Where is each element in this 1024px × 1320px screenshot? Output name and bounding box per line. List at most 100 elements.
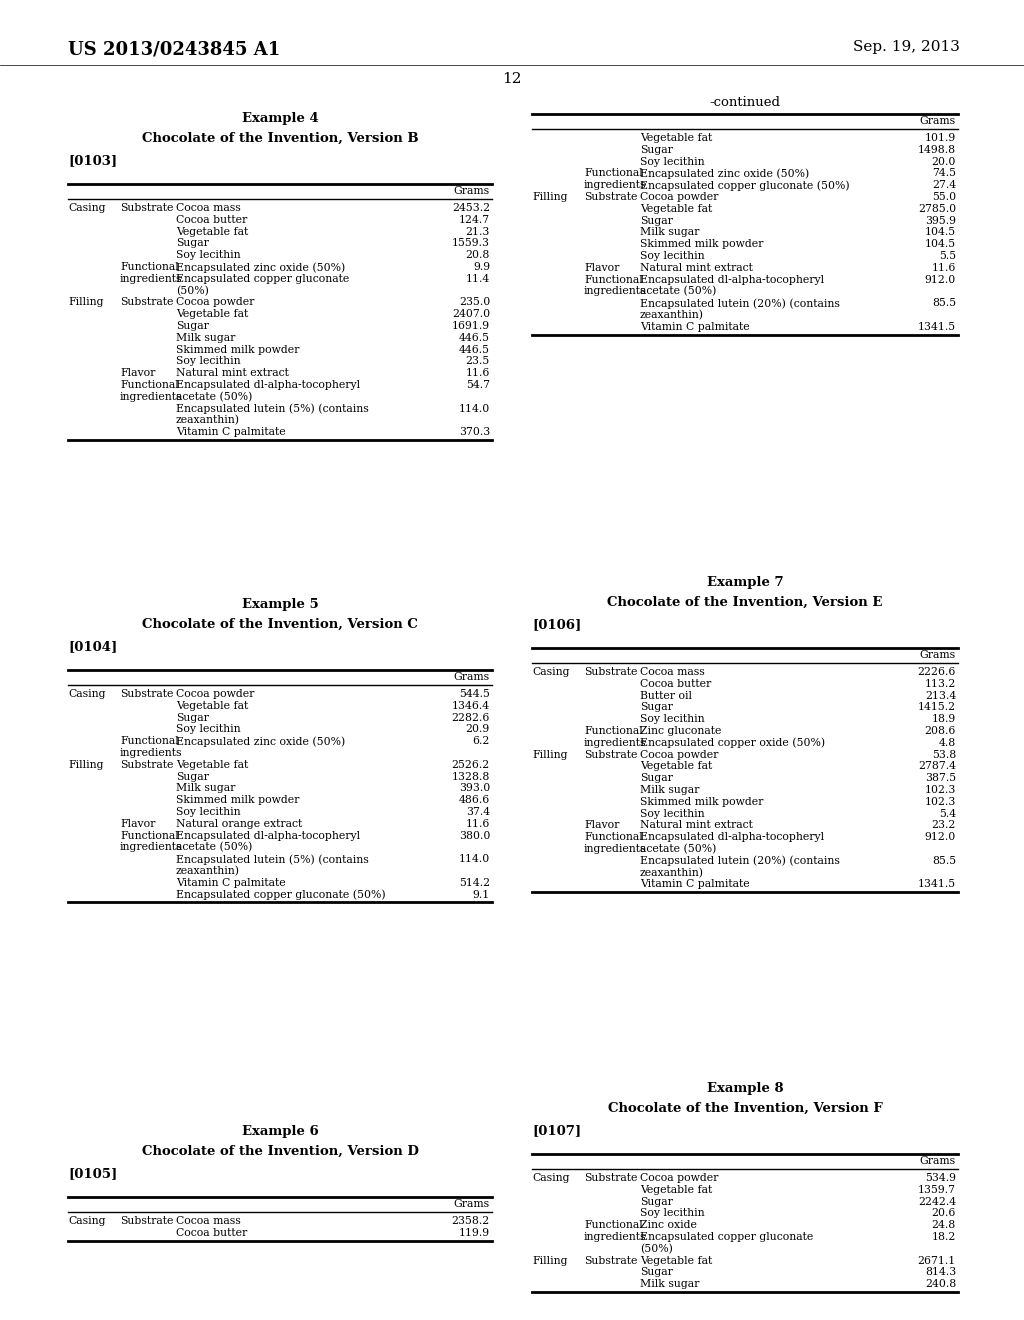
Text: US 2013/0243845 A1: US 2013/0243845 A1 (68, 40, 281, 58)
Text: Soy lecithin: Soy lecithin (176, 356, 241, 367)
Text: Casing: Casing (68, 689, 105, 700)
Text: 1559.3: 1559.3 (452, 239, 490, 248)
Text: Encapsulated lutein (20%) (contains: Encapsulated lutein (20%) (contains (640, 855, 840, 866)
Text: ingredients: ingredients (120, 273, 182, 284)
Text: 2787.4: 2787.4 (918, 762, 956, 771)
Text: Chocolate of the Invention, Version F: Chocolate of the Invention, Version F (607, 1102, 883, 1115)
Text: Grams: Grams (920, 116, 956, 125)
Text: Grams: Grams (454, 672, 490, 682)
Text: ingredients: ingredients (120, 748, 182, 758)
Text: Casing: Casing (532, 667, 569, 677)
Text: 240.8: 240.8 (925, 1279, 956, 1290)
Text: 370.3: 370.3 (459, 428, 490, 437)
Text: 1346.4: 1346.4 (452, 701, 490, 710)
Text: Milk sugar: Milk sugar (640, 785, 699, 795)
Text: Vegetable fat: Vegetable fat (640, 1255, 713, 1266)
Text: 2785.0: 2785.0 (918, 203, 956, 214)
Text: 55.0: 55.0 (932, 191, 956, 202)
Text: 1359.7: 1359.7 (918, 1185, 956, 1195)
Text: 2242.4: 2242.4 (918, 1197, 956, 1206)
Text: Natural mint extract: Natural mint extract (176, 368, 289, 379)
Text: (50%): (50%) (640, 1243, 673, 1254)
Text: Filling: Filling (68, 760, 103, 770)
Text: 1341.5: 1341.5 (918, 879, 956, 890)
Text: 18.9: 18.9 (932, 714, 956, 725)
Text: Cocoa butter: Cocoa butter (640, 678, 712, 689)
Text: Filling: Filling (532, 1255, 567, 1266)
Text: Vegetable fat: Vegetable fat (640, 762, 713, 771)
Text: ingredients: ingredients (584, 1232, 646, 1242)
Text: 395.9: 395.9 (925, 215, 956, 226)
Text: Substrate: Substrate (120, 297, 173, 308)
Text: ingredients: ingredients (120, 842, 182, 853)
Text: Vitamin C palmitate: Vitamin C palmitate (640, 322, 750, 331)
Text: Sugar: Sugar (640, 1197, 673, 1206)
Text: Substrate: Substrate (584, 1173, 637, 1183)
Text: Substrate: Substrate (120, 760, 173, 770)
Text: Functional: Functional (584, 1220, 643, 1230)
Text: Functional: Functional (120, 830, 179, 841)
Text: [0106]: [0106] (532, 618, 582, 631)
Text: Functional: Functional (584, 169, 643, 178)
Text: Cocoa powder: Cocoa powder (176, 297, 254, 308)
Text: Chocolate of the Invention, Version D: Chocolate of the Invention, Version D (141, 1144, 419, 1158)
Text: 2226.6: 2226.6 (918, 667, 956, 677)
Text: Sugar: Sugar (176, 239, 209, 248)
Text: Sugar: Sugar (176, 321, 209, 331)
Text: Functional: Functional (120, 380, 179, 389)
Text: Cocoa mass: Cocoa mass (176, 203, 241, 213)
Text: ingredients: ingredients (584, 738, 646, 748)
Text: 54.7: 54.7 (466, 380, 490, 389)
Text: Vitamin C palmitate: Vitamin C palmitate (176, 878, 286, 888)
Text: 5.4: 5.4 (939, 809, 956, 818)
Text: Vegetable fat: Vegetable fat (176, 760, 248, 770)
Text: Encapsulated lutein (20%) (contains: Encapsulated lutein (20%) (contains (640, 298, 840, 309)
Text: Cocoa powder: Cocoa powder (640, 1173, 719, 1183)
Text: Sugar: Sugar (640, 702, 673, 713)
Text: acetate (50%): acetate (50%) (176, 392, 252, 403)
Text: 23.5: 23.5 (466, 356, 490, 367)
Text: Encapsulated zinc oxide (50%): Encapsulated zinc oxide (50%) (640, 169, 809, 180)
Text: 1415.2: 1415.2 (918, 702, 956, 713)
Text: Sugar: Sugar (640, 215, 673, 226)
Text: Example 5: Example 5 (242, 598, 318, 611)
Text: 20.6: 20.6 (932, 1208, 956, 1218)
Text: Cocoa powder: Cocoa powder (640, 191, 719, 202)
Text: Cocoa mass: Cocoa mass (176, 1216, 241, 1226)
Text: 20.0: 20.0 (932, 157, 956, 166)
Text: 446.5: 446.5 (459, 345, 490, 355)
Text: Milk sugar: Milk sugar (176, 783, 236, 793)
Text: 11.6: 11.6 (466, 368, 490, 379)
Text: Natural mint extract: Natural mint extract (640, 821, 753, 830)
Text: Encapsulated zinc oxide (50%): Encapsulated zinc oxide (50%) (176, 261, 345, 272)
Text: 1328.8: 1328.8 (452, 772, 490, 781)
Text: 5.5: 5.5 (939, 251, 956, 261)
Text: 1341.5: 1341.5 (918, 322, 956, 331)
Text: [0107]: [0107] (532, 1125, 582, 1137)
Text: 213.4: 213.4 (925, 690, 956, 701)
Text: Chocolate of the Invention, Version B: Chocolate of the Invention, Version B (141, 132, 419, 145)
Text: 1691.9: 1691.9 (452, 321, 490, 331)
Text: 814.3: 814.3 (925, 1267, 956, 1278)
Text: Milk sugar: Milk sugar (640, 1279, 699, 1290)
Text: Vegetable fat: Vegetable fat (176, 309, 248, 319)
Text: Filling: Filling (68, 297, 103, 308)
Text: 102.3: 102.3 (925, 797, 956, 807)
Text: Example 4: Example 4 (242, 112, 318, 125)
Text: zeaxanthin): zeaxanthin) (640, 310, 705, 321)
Text: 9.1: 9.1 (473, 890, 490, 900)
Text: Substrate: Substrate (120, 1216, 173, 1226)
Text: Soy lecithin: Soy lecithin (640, 1208, 705, 1218)
Text: Soy lecithin: Soy lecithin (640, 157, 705, 166)
Text: Sugar: Sugar (640, 774, 673, 783)
Text: ingredients: ingredients (584, 843, 646, 854)
Text: Substrate: Substrate (584, 750, 637, 759)
Text: Encapsulated copper gluconate (50%): Encapsulated copper gluconate (50%) (640, 181, 850, 191)
Text: 11.6: 11.6 (466, 818, 490, 829)
Text: ingredients: ingredients (120, 392, 182, 401)
Text: 102.3: 102.3 (925, 785, 956, 795)
Text: 24.8: 24.8 (932, 1220, 956, 1230)
Text: Functional: Functional (584, 275, 643, 285)
Text: Grams: Grams (454, 1199, 490, 1209)
Text: Sugar: Sugar (640, 1267, 673, 1278)
